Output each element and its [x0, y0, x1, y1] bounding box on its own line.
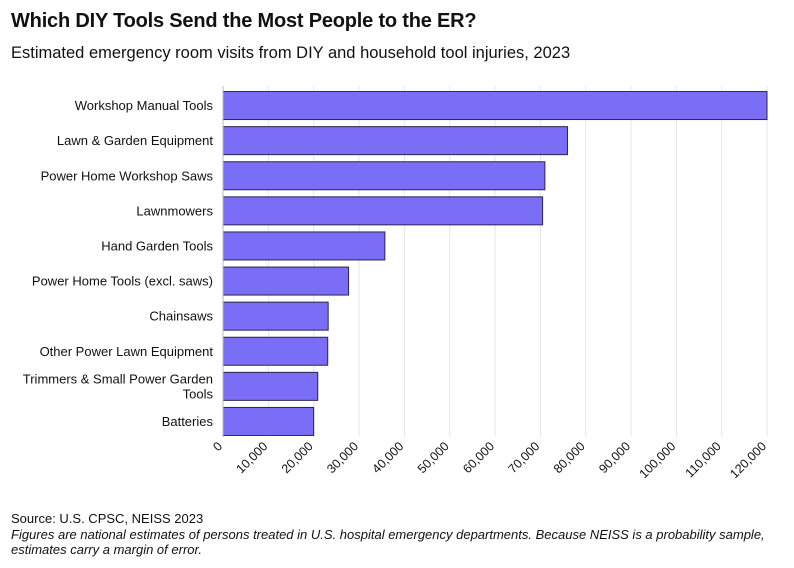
- category-label: Power Home Tools (excl. saws): [32, 274, 213, 289]
- x-tick-label: 0: [210, 439, 225, 454]
- methodology-note: Figures are national estimates of person…: [11, 527, 765, 557]
- category-label: Lawn & Garden Equipment: [57, 133, 213, 148]
- category-label: Hand Garden Tools: [101, 238, 213, 253]
- x-tick-label: 40,000: [370, 439, 407, 476]
- x-tick-label: 90,000: [596, 439, 633, 476]
- category-label: Trimmers & Small Power Garden: [23, 371, 213, 386]
- x-tick-label: 30,000: [324, 439, 361, 476]
- x-tick-label: 10,000: [234, 439, 271, 476]
- x-tick-label: 50,000: [415, 439, 452, 476]
- bar: [222, 266, 350, 296]
- bar: [222, 196, 544, 226]
- bar: [222, 371, 319, 401]
- bar: [222, 126, 569, 156]
- category-label: Lawnmowers: [136, 203, 213, 218]
- x-tick-label: 120,000: [727, 439, 769, 481]
- category-label: Power Home Workshop Saws: [41, 168, 214, 183]
- bar: [222, 336, 329, 366]
- category-label: Workshop Manual Tools: [75, 98, 214, 113]
- x-tick-label: 60,000: [460, 439, 497, 476]
- bar: [222, 301, 329, 331]
- bar: [222, 406, 315, 436]
- category-label: Batteries: [162, 414, 214, 429]
- x-tick-label: 110,000: [683, 439, 724, 480]
- bar-chart: Workshop Manual Tools Lawn & Garden Equip…: [23, 86, 769, 481]
- bar: [222, 161, 546, 191]
- x-tick-label: 20,000: [279, 439, 316, 476]
- category-label: Other Power Lawn Equipment: [40, 344, 214, 359]
- bar: [222, 91, 768, 121]
- x-tick-label: 80,000: [551, 439, 588, 476]
- category-label: Chainsaws: [149, 309, 213, 324]
- chart-title: Which DIY Tools Send the Most People to …: [11, 10, 477, 32]
- source-note: Source: U.S. CPSC, NEISS 2023: [11, 511, 204, 526]
- chart-subtitle: Estimated emergency room visits from DIY…: [11, 44, 571, 62]
- bar: [222, 231, 386, 261]
- x-tick-label: 100,000: [637, 439, 679, 481]
- x-tick-label: 70,000: [506, 439, 543, 476]
- category-label: Tools: [183, 386, 214, 401]
